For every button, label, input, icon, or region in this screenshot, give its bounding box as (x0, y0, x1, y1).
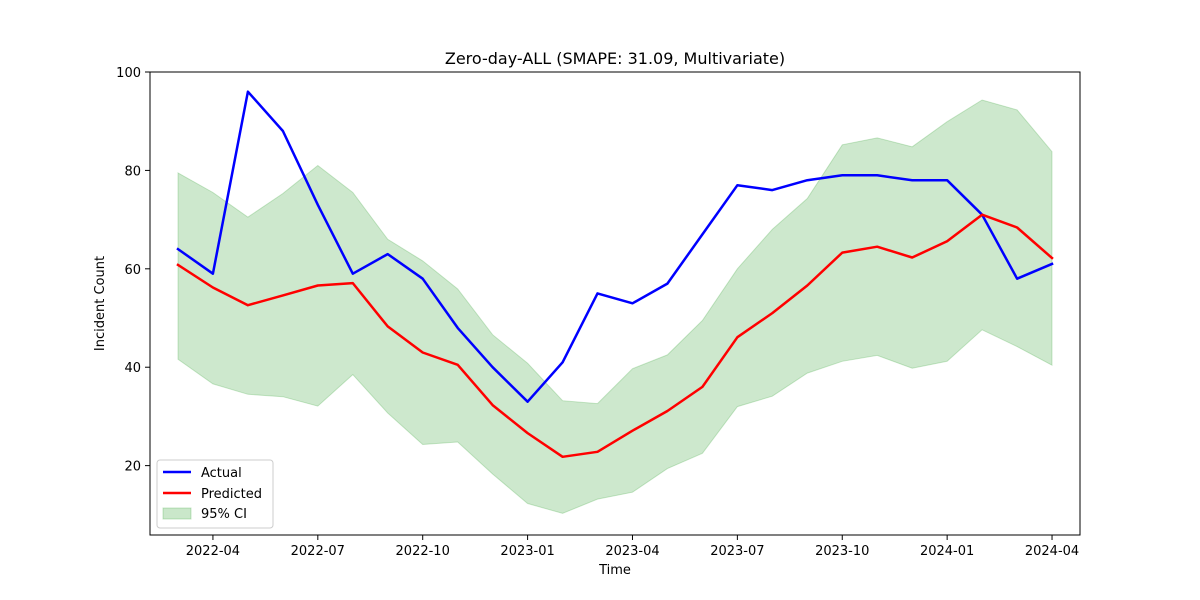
chart-title: Zero-day-ALL (SMAPE: 31.09, Multivariate… (445, 49, 785, 68)
legend-ci-swatch (163, 508, 191, 519)
legend-ci-label: 95% CI (201, 507, 247, 522)
x-tick-label: 2024-01 (920, 544, 974, 559)
y-tick-label: 100 (116, 66, 141, 81)
legend-predicted-label: Predicted (201, 487, 262, 502)
y-tick-label: 80 (124, 164, 141, 179)
x-tick-label: 2023-04 (605, 544, 659, 559)
legend: Actual Predicted 95% CI (157, 460, 273, 528)
x-tick-label: 2023-07 (710, 544, 764, 559)
x-tick-label: 2023-10 (815, 544, 869, 559)
x-tick-label: 2024-04 (1025, 544, 1079, 559)
x-tick-label: 2022-10 (396, 544, 450, 559)
y-tick-label: 40 (124, 361, 141, 376)
x-tick-label: 2022-07 (291, 544, 345, 559)
y-tick-label: 20 (124, 460, 141, 475)
x-axis-label: Time (598, 563, 631, 578)
legend-actual-label: Actual (201, 466, 242, 481)
x-tick-label: 2022-04 (186, 544, 240, 559)
y-tick-label: 60 (124, 263, 141, 278)
x-tick-label: 2023-01 (500, 544, 554, 559)
y-axis-label: Incident Count (93, 256, 108, 351)
